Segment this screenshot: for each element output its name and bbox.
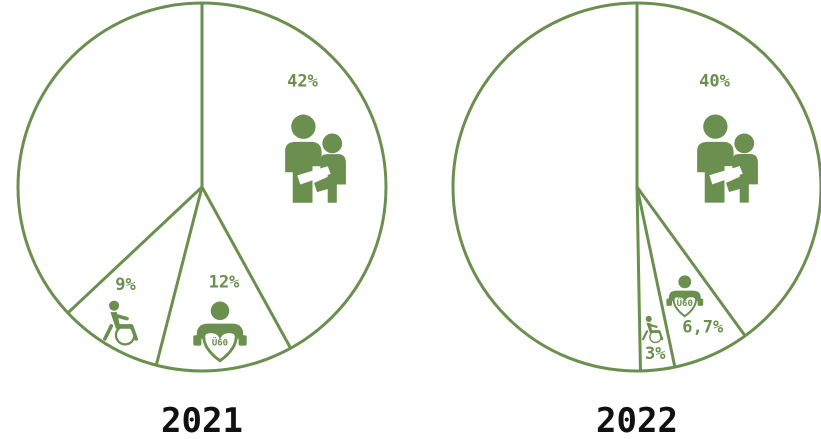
parent-child-icon bbox=[697, 114, 758, 203]
slice-label-40-percent: 40% bbox=[699, 71, 730, 91]
slice-icons: Ü60 bbox=[641, 114, 758, 344]
slice-dividers bbox=[66, 3, 292, 366]
slice-label-12-percent: 12% bbox=[209, 273, 240, 293]
pie-chart-2022: 3% 6,7% 40% Ü60 2022 bbox=[451, 1, 821, 439]
slice-divider bbox=[154, 186, 204, 366]
parent-child-icon bbox=[285, 114, 346, 203]
chart-title-2022: 2022 bbox=[596, 401, 678, 439]
pie-chart-2021: 9% 12% 42% Ü60 2021 bbox=[16, 1, 388, 439]
slice-divider bbox=[66, 185, 204, 315]
senior-heart-icon: Ü60 bbox=[665, 274, 705, 318]
senior-age-badge: Ü60 bbox=[212, 338, 228, 349]
slice-label-9-percent: 9% bbox=[115, 275, 136, 295]
wheelchair-user-icon bbox=[641, 315, 664, 344]
slice-label-3-percent: 3% bbox=[645, 344, 666, 364]
slice-label-6-7-percent: 6,7% bbox=[682, 318, 724, 338]
slice-divider bbox=[200, 186, 292, 349]
slice-dividers bbox=[635, 3, 747, 371]
chart-title-2021: 2021 bbox=[161, 401, 243, 439]
slice-labels: 3% 6,7% 40% bbox=[645, 71, 731, 364]
wheelchair-user-icon bbox=[103, 300, 139, 347]
slice-divider bbox=[635, 186, 677, 368]
slice-label-42-percent: 42% bbox=[287, 71, 318, 91]
slice-divider bbox=[635, 186, 747, 337]
slice-labels: 9% 12% 42% bbox=[115, 71, 318, 295]
senior-heart-icon: Ü60 bbox=[191, 300, 249, 363]
slice-divider bbox=[635, 186, 642, 371]
slice-icons: Ü60 bbox=[103, 114, 346, 363]
senior-age-badge: Ü60 bbox=[677, 298, 693, 309]
